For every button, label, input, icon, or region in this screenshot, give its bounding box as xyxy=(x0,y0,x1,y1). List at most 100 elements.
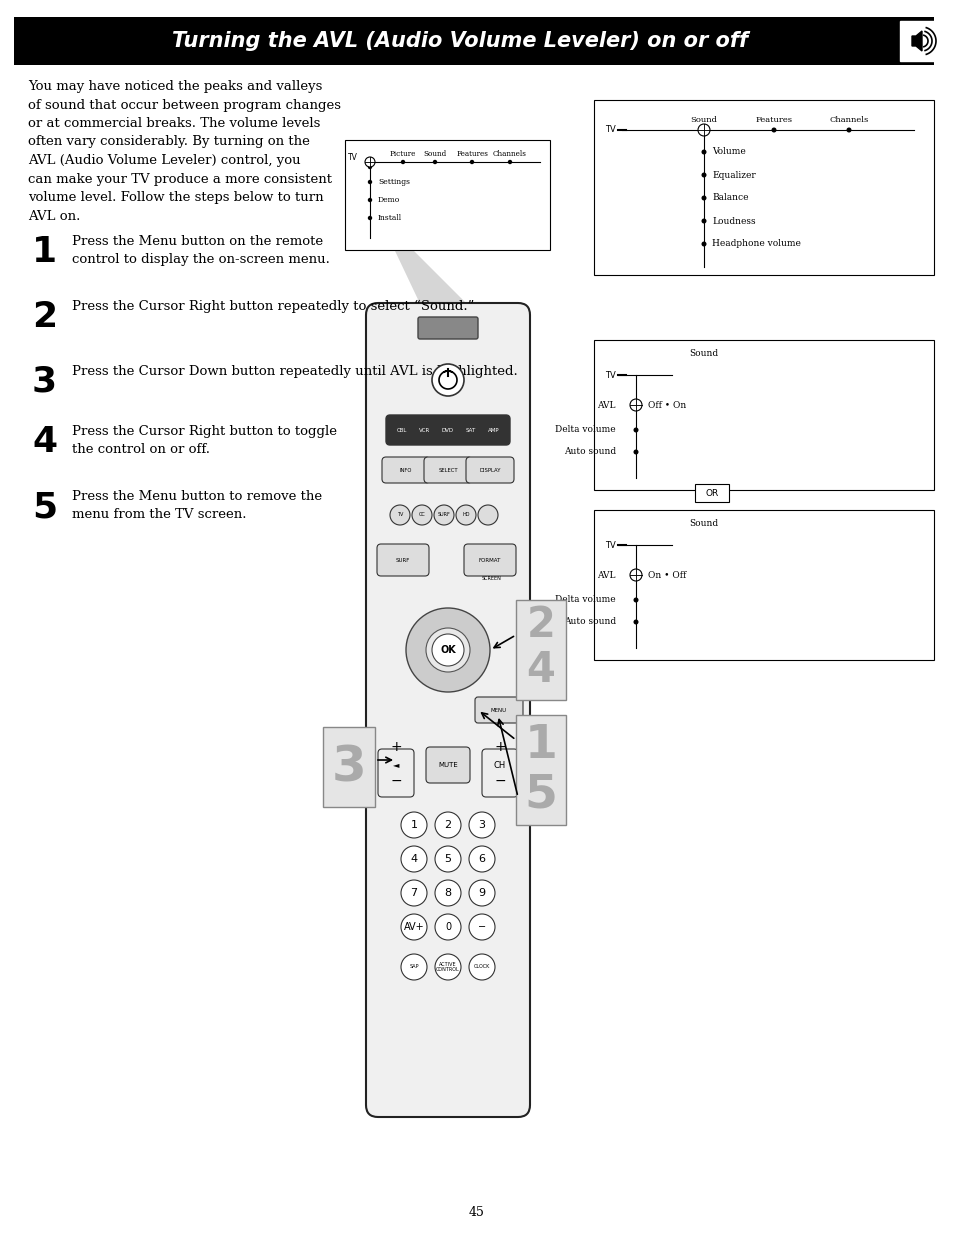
Text: Sound: Sound xyxy=(689,520,718,529)
Text: Equalizer: Equalizer xyxy=(711,170,755,179)
Text: 9: 9 xyxy=(478,888,485,898)
Circle shape xyxy=(434,505,454,525)
Circle shape xyxy=(701,196,705,200)
Text: AMP: AMP xyxy=(488,427,499,432)
Text: INFO: INFO xyxy=(399,468,412,473)
Text: Press the Menu button to remove the
menu from the TV screen.: Press the Menu button to remove the menu… xyxy=(71,490,322,521)
Text: TV: TV xyxy=(604,126,616,135)
Circle shape xyxy=(477,505,497,525)
Text: +: + xyxy=(494,740,505,755)
Text: Delta volume: Delta volume xyxy=(555,595,616,604)
Text: Picture: Picture xyxy=(390,149,416,158)
Text: Press the Cursor Right button repeatedly to select “Sound.”: Press the Cursor Right button repeatedly… xyxy=(71,300,474,314)
Text: You may have noticed the peaks and valleys
of sound that occur between program c: You may have noticed the peaks and valle… xyxy=(28,80,340,222)
Circle shape xyxy=(426,629,470,672)
Polygon shape xyxy=(911,31,921,51)
Text: CBL: CBL xyxy=(396,427,407,432)
Text: Press the Cursor Right button to toggle
the control on or off.: Press the Cursor Right button to toggle … xyxy=(71,425,336,456)
Text: 5: 5 xyxy=(524,773,557,818)
Text: TV: TV xyxy=(604,541,616,550)
Bar xyxy=(899,21,939,61)
Circle shape xyxy=(368,216,371,220)
Text: Press the Menu button on the remote
control to display the on-screen menu.: Press the Menu button on the remote cont… xyxy=(71,235,330,266)
Circle shape xyxy=(634,598,638,601)
Circle shape xyxy=(456,505,476,525)
Circle shape xyxy=(469,881,495,906)
Circle shape xyxy=(368,199,371,201)
Text: AV+: AV+ xyxy=(403,923,424,932)
Text: SURF: SURF xyxy=(395,557,410,562)
Text: AVL: AVL xyxy=(597,400,616,410)
Circle shape xyxy=(400,914,427,940)
Circle shape xyxy=(629,569,641,580)
Text: TV: TV xyxy=(348,152,357,162)
Text: SAP: SAP xyxy=(409,965,418,969)
Text: 6: 6 xyxy=(478,853,485,864)
Text: +: + xyxy=(390,740,401,755)
Circle shape xyxy=(400,953,427,981)
Circle shape xyxy=(433,161,436,163)
Circle shape xyxy=(435,846,460,872)
Text: 1: 1 xyxy=(32,235,57,269)
Text: 2: 2 xyxy=(526,604,555,646)
Text: CLOCK: CLOCK xyxy=(474,965,490,969)
Circle shape xyxy=(469,846,495,872)
Text: Turning the AVL (Audio Volume Leveler) on or off: Turning the AVL (Audio Volume Leveler) o… xyxy=(172,31,747,51)
Text: Features: Features xyxy=(456,149,487,158)
Text: Auto sound: Auto sound xyxy=(563,447,616,457)
Circle shape xyxy=(469,914,495,940)
Bar xyxy=(594,510,933,659)
Text: 3: 3 xyxy=(478,820,485,830)
Text: −: − xyxy=(390,774,401,788)
Circle shape xyxy=(400,881,427,906)
Text: SELECT: SELECT xyxy=(437,468,457,473)
Bar xyxy=(695,484,728,501)
Bar xyxy=(516,715,565,825)
Text: 45: 45 xyxy=(469,1207,484,1219)
Text: VCR: VCR xyxy=(419,427,430,432)
Circle shape xyxy=(435,881,460,906)
FancyBboxPatch shape xyxy=(475,697,522,722)
Text: ACTIVE
CONTROL: ACTIVE CONTROL xyxy=(436,962,459,972)
Text: 3: 3 xyxy=(332,743,366,790)
Text: Delta volume: Delta volume xyxy=(555,426,616,435)
Text: SAT: SAT xyxy=(465,427,476,432)
FancyBboxPatch shape xyxy=(376,543,429,576)
Bar xyxy=(516,600,565,700)
Text: CH: CH xyxy=(494,761,506,769)
Circle shape xyxy=(701,128,705,132)
Text: 7: 7 xyxy=(410,888,417,898)
Text: 5: 5 xyxy=(444,853,451,864)
Text: ◄: ◄ xyxy=(393,761,399,769)
Bar xyxy=(323,727,375,806)
Circle shape xyxy=(400,811,427,839)
Text: Balance: Balance xyxy=(711,194,748,203)
Circle shape xyxy=(846,128,850,132)
Text: DISPLAY: DISPLAY xyxy=(478,468,500,473)
Text: 1: 1 xyxy=(524,722,557,767)
Text: Auto sound: Auto sound xyxy=(563,618,616,626)
Circle shape xyxy=(469,953,495,981)
Text: Volume: Volume xyxy=(711,147,745,157)
Text: −: − xyxy=(494,774,505,788)
Text: SCREEN: SCREEN xyxy=(481,576,501,580)
Bar xyxy=(594,100,933,275)
FancyBboxPatch shape xyxy=(423,457,472,483)
Text: Channels: Channels xyxy=(493,149,526,158)
Text: Loudness: Loudness xyxy=(711,216,755,226)
Circle shape xyxy=(400,846,427,872)
Text: 4: 4 xyxy=(410,853,417,864)
Circle shape xyxy=(634,429,638,432)
Circle shape xyxy=(470,161,473,163)
Bar xyxy=(594,340,933,490)
Circle shape xyxy=(701,173,705,177)
Circle shape xyxy=(435,811,460,839)
Text: −: − xyxy=(477,923,485,932)
Text: DVD: DVD xyxy=(441,427,454,432)
Text: 1: 1 xyxy=(410,820,417,830)
Text: Demo: Demo xyxy=(377,196,400,204)
Text: 3: 3 xyxy=(32,366,57,399)
Circle shape xyxy=(401,161,404,163)
FancyBboxPatch shape xyxy=(417,317,477,338)
FancyBboxPatch shape xyxy=(465,457,514,483)
